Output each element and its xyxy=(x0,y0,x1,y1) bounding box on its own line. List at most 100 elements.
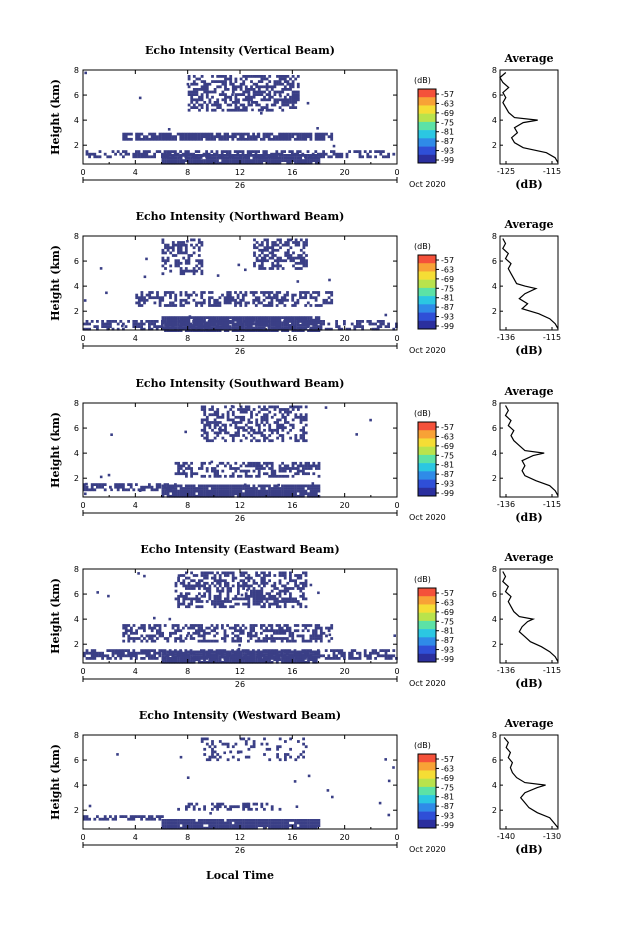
echo-cell xyxy=(226,581,230,585)
echo-cell xyxy=(242,492,245,496)
echo-cell xyxy=(257,589,261,593)
echo-cell xyxy=(270,584,274,588)
echo-cell xyxy=(197,254,201,257)
echo-cell xyxy=(197,301,201,305)
echo-cell xyxy=(250,461,253,465)
echo-cell xyxy=(255,467,258,470)
echo-cell xyxy=(190,584,193,588)
echo-cell xyxy=(200,626,203,630)
echo-cell xyxy=(286,660,290,664)
echo-cell xyxy=(281,75,285,78)
echo-cell xyxy=(182,272,186,276)
echo-cell xyxy=(142,657,146,660)
echo-cell xyxy=(242,108,246,112)
echo-cell xyxy=(164,251,167,255)
echo-cell xyxy=(255,159,258,162)
echo-cell xyxy=(137,152,141,156)
echo-cell xyxy=(247,474,251,478)
echo-cell xyxy=(234,484,238,488)
echo-cell xyxy=(224,605,227,609)
echo-cell xyxy=(275,326,279,330)
echo-cell xyxy=(127,637,131,640)
echo-cell xyxy=(226,584,230,588)
echo-cell xyxy=(262,637,266,640)
echo-cell xyxy=(164,489,167,493)
echo-cell xyxy=(189,624,193,627)
echo-cell xyxy=(218,161,222,165)
echo-cell xyxy=(234,624,237,627)
y-tick-label: 6 xyxy=(74,424,79,433)
echo-cell xyxy=(177,655,180,659)
echo-cell xyxy=(208,571,212,575)
echo-cell xyxy=(140,817,143,821)
echo-cell xyxy=(284,418,287,422)
echo-cell xyxy=(250,413,253,417)
echo-cell xyxy=(301,658,305,662)
echo-cell xyxy=(143,637,146,640)
echo-cell xyxy=(257,324,261,327)
echo-cell xyxy=(153,320,156,323)
echo-cell xyxy=(241,137,245,141)
echo-cell xyxy=(200,318,204,322)
echo-cell xyxy=(200,489,204,493)
echo-cell xyxy=(153,152,156,156)
echo-cell xyxy=(335,320,338,323)
echo-cell xyxy=(239,821,243,825)
echo-cell xyxy=(213,413,217,417)
x-tick-label: 16 xyxy=(287,334,297,343)
echo-cell xyxy=(150,135,154,139)
echo-cell xyxy=(281,600,284,603)
average-y-tick-label: 6 xyxy=(492,756,497,765)
echo-cell xyxy=(268,98,272,102)
echo-cell xyxy=(250,98,253,102)
colorbar-swatch xyxy=(418,296,436,305)
echo-cell xyxy=(197,159,201,162)
echo-cell xyxy=(236,658,240,662)
echo-cell xyxy=(213,579,217,583)
echo-cell xyxy=(309,655,313,659)
echo-cell xyxy=(296,93,300,96)
echo-cell xyxy=(314,634,318,638)
echo-cell xyxy=(291,600,295,603)
echo-cell xyxy=(166,484,170,488)
echo-cell xyxy=(184,293,188,297)
echo-cell xyxy=(161,241,165,244)
echo-cell xyxy=(312,484,316,488)
echo-cell xyxy=(239,426,243,430)
echo-cell xyxy=(294,600,297,603)
echo-cell xyxy=(210,161,214,165)
echo-cell xyxy=(273,469,277,473)
echo-cell xyxy=(226,494,230,498)
echo-cell xyxy=(166,492,170,496)
echo-cell xyxy=(255,571,258,575)
echo-cell xyxy=(161,634,164,638)
echo-cell xyxy=(244,95,248,99)
echo-cell xyxy=(169,318,173,322)
echo-cell xyxy=(317,137,321,141)
echo-cell xyxy=(299,256,303,260)
echo-cell xyxy=(363,649,367,652)
echo-cell xyxy=(273,594,277,598)
echo-cell xyxy=(283,592,287,596)
echo-cell xyxy=(231,826,235,830)
average-frame xyxy=(499,235,559,331)
echo-cell xyxy=(218,650,222,654)
echo-cell xyxy=(186,82,190,86)
echo-cell xyxy=(226,108,230,112)
echo-cell xyxy=(236,637,240,640)
echo-cell xyxy=(190,821,193,825)
echo-cell xyxy=(174,489,178,493)
average-x-tick-label: -115 xyxy=(543,167,561,176)
echo-cell xyxy=(291,316,295,319)
echo-cell xyxy=(135,301,139,305)
echo-cell xyxy=(158,634,162,638)
echo-cell xyxy=(296,576,300,580)
echo-cell xyxy=(135,322,138,326)
echo-cell xyxy=(296,574,300,577)
echo-cell xyxy=(288,629,292,633)
echo-cell xyxy=(249,494,253,498)
echo-cell xyxy=(271,241,275,244)
echo-cell xyxy=(332,654,336,658)
echo-cell xyxy=(213,474,217,478)
echo-cell xyxy=(242,98,246,102)
